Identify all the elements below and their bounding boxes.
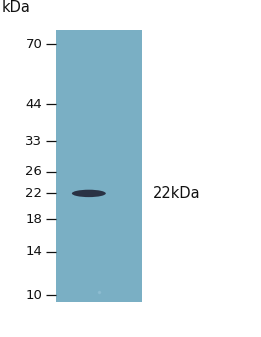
Text: 33: 33 — [25, 135, 42, 148]
Ellipse shape — [72, 190, 106, 197]
Text: 22: 22 — [25, 187, 42, 200]
Text: 18: 18 — [25, 213, 42, 226]
Text: 26: 26 — [25, 165, 42, 178]
Text: 14: 14 — [25, 245, 42, 258]
Text: 10: 10 — [25, 288, 42, 302]
Text: kDa: kDa — [1, 0, 30, 15]
Text: 70: 70 — [25, 38, 42, 51]
Text: 22kDa: 22kDa — [153, 186, 200, 201]
Bar — [56, 30, 142, 302]
Text: 44: 44 — [26, 98, 42, 111]
